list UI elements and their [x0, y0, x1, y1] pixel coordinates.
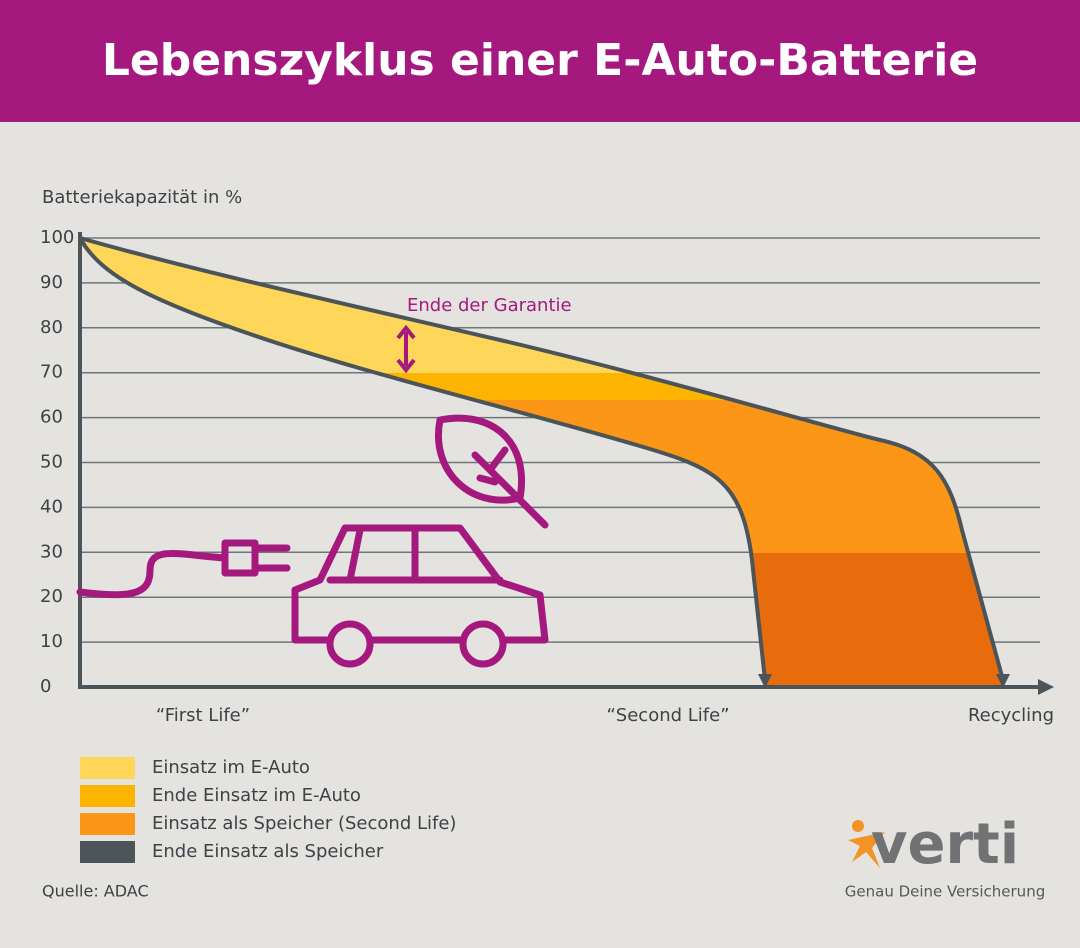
- phase-label: “First Life”: [156, 705, 250, 726]
- legend-swatch: [80, 813, 135, 835]
- lower-curve: [78, 237, 767, 681]
- warranty-arrow: [396, 324, 416, 374]
- wheel: [326, 620, 374, 668]
- x-axis-arrow: [1038, 679, 1054, 695]
- axis-label: Batteriekapazität in %: [42, 187, 242, 208]
- legend-label: Einsatz als Speicher (Second Life): [152, 813, 456, 834]
- logo-name: verti: [871, 812, 1019, 877]
- wheel: [459, 620, 507, 668]
- y-tick-label: 90: [40, 272, 63, 293]
- upper-curve: [79, 236, 1005, 681]
- source: Quelle: ADAC: [42, 882, 149, 901]
- header-bar: [0, 0, 1080, 122]
- y-tick-label: 30: [40, 541, 63, 562]
- leaf-icon: [435, 414, 549, 529]
- legend-label: Ende Einsatz als Speicher: [152, 841, 384, 862]
- legend-swatch: [80, 757, 135, 779]
- annotation: Ende der Garantie: [407, 295, 572, 316]
- y-tick-label: 100: [40, 227, 74, 248]
- y-tick-label: 40: [40, 496, 63, 517]
- icons: [76, 414, 549, 668]
- legend-label: Ende Einsatz im E-Auto: [152, 785, 361, 806]
- legend-swatch: [80, 841, 135, 863]
- title: Lebenszyklus einer E-Auto-Batterie: [102, 35, 978, 86]
- curves: [78, 236, 1005, 681]
- cable-icon: [76, 550, 229, 599]
- logo-tagline: Genau Deine Versicherung: [845, 883, 1045, 901]
- phase-label: Recycling: [968, 705, 1054, 726]
- y-tick-label: 10: [40, 631, 63, 652]
- band-segment: [80, 373, 1003, 401]
- y-tick-label: 60: [40, 407, 63, 428]
- plug-icon: [221, 539, 291, 577]
- car-icon: [291, 524, 549, 644]
- y-tick-label: 20: [40, 586, 63, 607]
- y-tick-label: 70: [40, 362, 63, 383]
- y-tick-label: 50: [40, 452, 63, 473]
- legend-swatch: [80, 785, 135, 807]
- y-tick-label: 80: [40, 317, 63, 338]
- legend-label: Einsatz im E-Auto: [152, 757, 310, 778]
- phase-label: “Second Life”: [606, 705, 729, 726]
- y-tick-label: 0: [40, 676, 51, 697]
- logo-mark: [848, 820, 885, 868]
